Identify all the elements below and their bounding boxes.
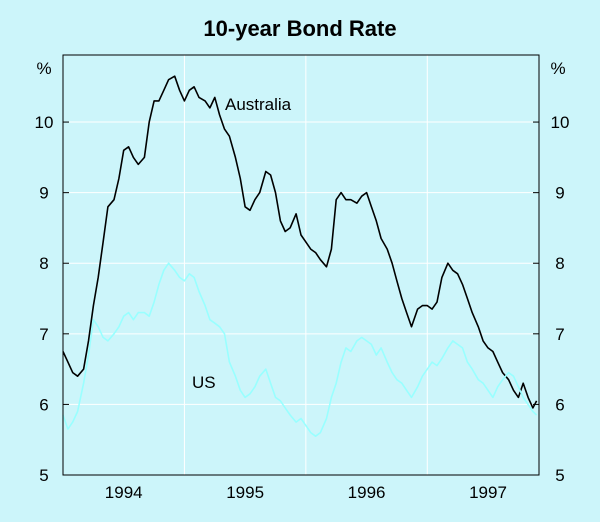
series-line-us [62,262,538,437]
y-tick-label-left: 10 [35,113,54,132]
y-tick-label-left: 8 [39,254,48,273]
gridlines [63,55,539,475]
y-tick-label-right: 10 [551,113,570,132]
chart-title: 10-year Bond Rate [203,16,396,41]
y-tick-label-right: 6 [555,395,564,414]
y-tick-label-right: 9 [555,184,564,203]
y-tick-label-right: 7 [555,325,564,344]
y-tick-label-left: 7 [39,325,48,344]
series-line-australia [62,75,538,409]
y-tick-label-right: 5 [555,466,564,485]
x-tick-label: 1996 [348,483,386,502]
x-tick-label: 1994 [105,483,143,502]
x-tick-label: 1997 [469,483,507,502]
x-tick-label: 1995 [226,483,264,502]
y-tick-label-right: 8 [555,254,564,273]
series-label-australia: Australia [225,95,292,114]
y-tick-label-left: 5 [39,466,48,485]
plot-area [62,54,540,476]
right-axis-unit: % [550,59,565,78]
plot-border [62,54,540,476]
y-tick-label-left: 6 [39,395,48,414]
y-tick-label-left: 9 [39,184,48,203]
axes: 5 5 6 6 7 7 8 8 9 9 10 10 1994 1995 1996 1997 [35,54,570,502]
series-label-us: US [192,373,216,392]
series-lines [62,75,538,437]
left-axis-unit: % [36,59,51,78]
